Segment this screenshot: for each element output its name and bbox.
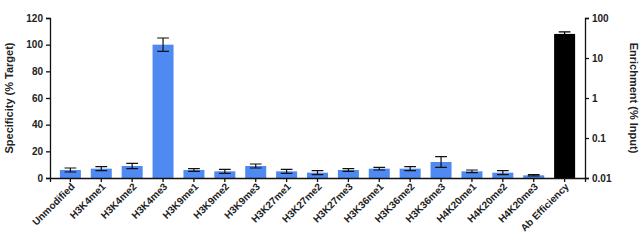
error-bar — [312, 171, 324, 175]
error-bar — [528, 175, 540, 176]
chart: UnmodifiedH3K4me1H3K4me2H3K4me3H3K9me1H3… — [0, 0, 640, 243]
tick-label: 0.01 — [592, 173, 612, 184]
tick-mark — [585, 138, 589, 139]
axis-line — [586, 19, 590, 179]
tick-mark — [46, 98, 50, 99]
tick-label: 0 — [37, 173, 43, 184]
tick-mark — [132, 178, 133, 182]
error-bar — [219, 169, 231, 173]
error-bar — [435, 157, 447, 168]
tick-mark — [585, 58, 589, 59]
tick-label: 20 — [32, 146, 44, 157]
tick-mark — [585, 98, 589, 99]
tick: 10 — [585, 53, 604, 64]
tick-label: 1 — [592, 93, 598, 104]
error-bar — [126, 163, 138, 168]
tick: 20 — [32, 146, 50, 157]
tick-mark — [46, 18, 50, 19]
tick-label: 120 — [26, 13, 43, 24]
tick-mark — [46, 71, 50, 72]
tick-mark — [224, 178, 225, 182]
tick: 80 — [32, 66, 50, 77]
tick-label: 100 — [592, 13, 609, 24]
tick: Ab Efficiency — [518, 178, 571, 233]
error-bar — [559, 32, 571, 36]
error-bar — [281, 169, 293, 173]
tick-label: 40 — [32, 119, 44, 130]
tick-mark — [585, 18, 589, 19]
tick-mark — [255, 178, 256, 182]
bar — [523, 175, 544, 178]
tick-mark — [193, 178, 194, 182]
plot: UnmodifiedH3K4me1H3K4me2H3K4me3H3K9me1H3… — [26, 13, 612, 234]
bar — [554, 34, 575, 178]
error-bar — [343, 169, 355, 172]
tick: 0 — [37, 173, 50, 184]
series — [554, 32, 575, 178]
tick: 0.1 — [585, 133, 606, 144]
tick-mark — [46, 45, 50, 46]
tick-mark — [286, 178, 287, 182]
bar — [153, 45, 174, 178]
tick-mark — [533, 178, 534, 182]
tick-mark — [410, 178, 411, 182]
tick: 120 — [26, 13, 50, 24]
y2-axis: 0.01 0.1 1 10 100 — [585, 13, 612, 184]
error-bar — [95, 167, 107, 171]
tick-mark — [317, 178, 318, 182]
tick: 60 — [32, 93, 50, 104]
y-axis-title: Specificity (% Target) — [3, 42, 15, 153]
tick-mark — [46, 125, 50, 126]
tick-label: 100 — [26, 39, 43, 50]
tick-mark — [440, 178, 441, 182]
error-bar — [404, 167, 416, 171]
tick-mark — [46, 178, 50, 179]
tick-mark — [585, 178, 589, 179]
tick: 0.01 — [585, 173, 612, 184]
error-bar — [250, 164, 262, 168]
tick-mark — [502, 178, 503, 182]
tick-mark — [564, 178, 565, 182]
tick: Unmodified — [30, 178, 77, 227]
error-bar — [188, 169, 200, 172]
error-bar — [65, 168, 77, 172]
error-bar — [497, 171, 509, 175]
tick: 1 — [585, 93, 598, 104]
tick-label: Unmodified — [30, 181, 77, 228]
axis-line — [46, 19, 51, 179]
tick: 100 — [26, 39, 50, 50]
tick-mark — [70, 178, 71, 182]
y-axis: 0 20 40 60 80 100 120 — [26, 13, 50, 184]
tick: 40 — [32, 119, 50, 130]
y2-axis-title: Enrichment (% Input) — [628, 43, 640, 154]
tick-label: 80 — [32, 66, 44, 77]
error-bar — [373, 167, 385, 170]
tick-mark — [379, 178, 380, 182]
tick-mark — [471, 178, 472, 182]
error-bar — [466, 170, 478, 173]
tick-mark — [162, 178, 163, 182]
error-bar — [157, 38, 169, 51]
tick: 100 — [585, 13, 609, 24]
tick-label: Ab Efficiency — [518, 181, 571, 234]
series — [60, 38, 544, 178]
tick-label: 0.1 — [592, 133, 606, 144]
tick-label: 10 — [592, 53, 604, 64]
tick-mark — [46, 151, 50, 152]
marks — [60, 32, 575, 178]
tick-label: 60 — [32, 93, 44, 104]
tick-mark — [101, 178, 102, 182]
x-axis: UnmodifiedH3K4me1H3K4me2H3K4me3H3K9me1H3… — [30, 178, 585, 233]
tick-mark — [348, 178, 349, 182]
